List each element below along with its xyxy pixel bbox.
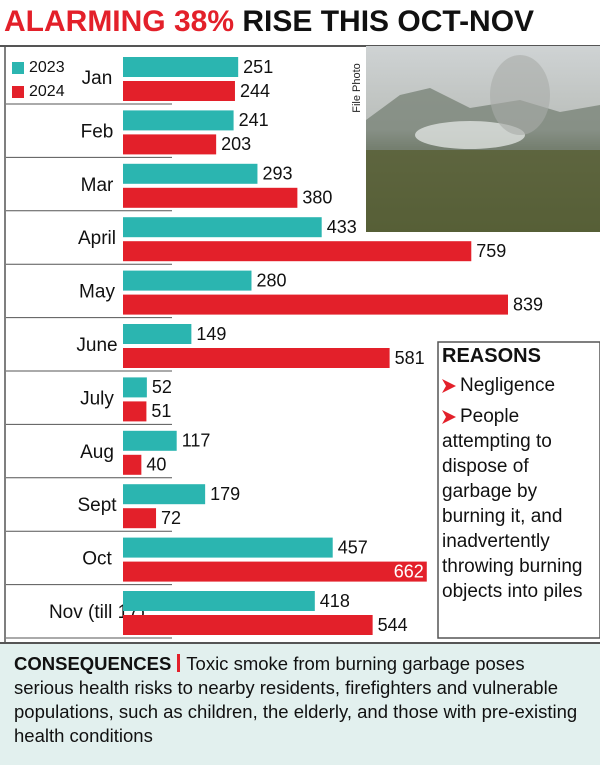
value-label: 457 xyxy=(338,537,368,557)
value-label: 418 xyxy=(320,591,350,611)
bar xyxy=(123,615,373,635)
category-label: July xyxy=(80,388,114,409)
reason-text: People attempting to dispose of garbage … xyxy=(442,406,583,602)
bar xyxy=(123,537,333,558)
value-label: 293 xyxy=(262,164,292,184)
chart: ALARMING 38% RISE THIS OCT-NOV File Phot… xyxy=(0,5,600,642)
value-label: 40 xyxy=(146,455,166,475)
bar xyxy=(123,134,217,155)
value-label: 280 xyxy=(256,270,286,290)
photo xyxy=(366,46,600,232)
bar xyxy=(123,377,147,398)
value-label: 544 xyxy=(378,615,408,635)
category-label: Nov (till 17) xyxy=(49,602,145,623)
bar xyxy=(123,508,157,529)
bar xyxy=(123,270,252,291)
bar xyxy=(123,57,239,77)
bar xyxy=(123,294,508,315)
consequences-text: Toxic smoke from burning garbage poses s… xyxy=(14,653,578,746)
legend-label: 2024 xyxy=(29,83,65,100)
title-rest: RISE THIS OCT-NOV xyxy=(242,5,534,38)
reasons-box xyxy=(437,341,600,639)
bar xyxy=(123,401,147,422)
category-label: Mar xyxy=(81,175,114,196)
value-label: 203 xyxy=(221,134,251,154)
value-label: 380 xyxy=(302,188,332,208)
title-highlight: ALARMING 38% xyxy=(4,5,234,38)
category-label: Feb xyxy=(81,121,114,142)
bar xyxy=(123,484,206,505)
bar xyxy=(123,561,427,582)
category-label: April xyxy=(78,228,116,249)
value-label: 839 xyxy=(513,294,543,314)
category-label: Oct xyxy=(82,549,112,570)
bar xyxy=(123,324,192,344)
reason-text: Negligence xyxy=(460,375,556,396)
bar xyxy=(123,348,390,368)
reasons-title: REASONS xyxy=(442,345,541,367)
value-label: 117 xyxy=(182,431,211,451)
reason-item: People attempting to dispose of garbage … xyxy=(442,404,592,604)
bar xyxy=(123,110,234,131)
value-label: 251 xyxy=(243,57,273,77)
category-label: June xyxy=(76,335,117,356)
bar xyxy=(123,241,472,262)
value-label: 759 xyxy=(476,241,506,261)
bar xyxy=(123,591,315,611)
value-label: 72 xyxy=(161,508,181,528)
bar xyxy=(123,454,142,475)
category-label: Aug xyxy=(80,442,114,463)
legend-swatch xyxy=(12,62,24,74)
value-label: 149 xyxy=(196,324,226,344)
value-label: 244 xyxy=(240,81,270,101)
bar xyxy=(123,163,258,184)
category-label: May xyxy=(79,282,115,303)
value-label: 51 xyxy=(151,401,171,421)
category-label: Sept xyxy=(77,495,117,516)
legend-swatch xyxy=(12,86,24,98)
arrow xyxy=(442,378,456,393)
value-label: 241 xyxy=(239,110,269,130)
reasons: REASONS Negligence People attempting to … xyxy=(442,344,592,610)
consequences: CONSEQUENCES Toxic smoke from burning gar… xyxy=(0,642,600,765)
value-label: 581 xyxy=(395,348,425,368)
value-label: 52 xyxy=(152,377,172,397)
photo-credit: File Photo xyxy=(351,63,363,113)
category-label: Jan xyxy=(82,68,113,89)
consequences-label: CONSEQUENCES xyxy=(14,653,172,674)
value-label: 662 xyxy=(394,561,424,581)
bar xyxy=(123,217,322,238)
legend-label: 2023 xyxy=(29,59,65,76)
chart-title: ALARMING 38% RISE THIS OCT-NOV xyxy=(4,5,534,38)
value-label: 179 xyxy=(210,484,240,504)
separator xyxy=(177,654,181,672)
reason-item: Negligence xyxy=(442,373,592,398)
bar xyxy=(123,187,298,208)
bar xyxy=(123,81,235,101)
arrow xyxy=(442,409,456,424)
bar xyxy=(123,430,177,451)
value-label: 433 xyxy=(327,217,357,237)
